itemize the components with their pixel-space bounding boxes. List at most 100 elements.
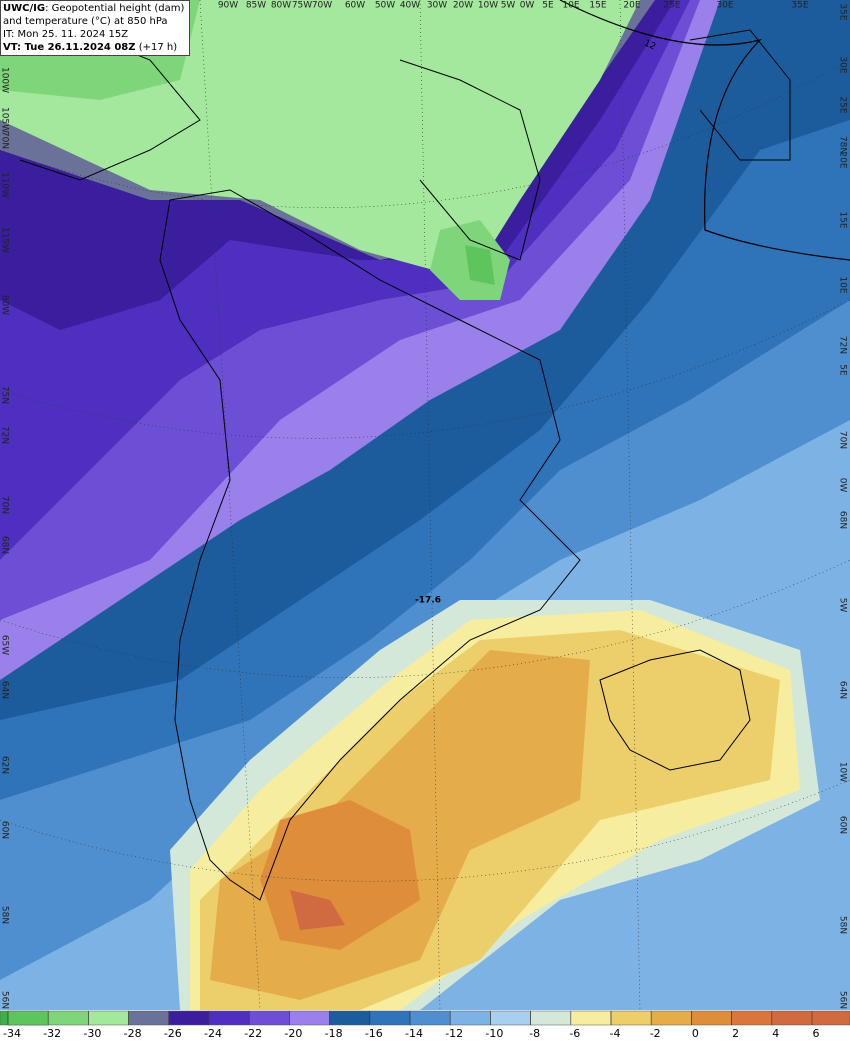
edge-label: 75N [0, 386, 10, 404]
longitude-label: 0W [520, 1, 535, 11]
edge-label: 30E [838, 56, 848, 73]
edge-label: 60N [838, 816, 848, 834]
edge-label: 68N [0, 536, 10, 554]
colorbar-tile [248, 1010, 290, 1026]
colorbar-tile [771, 1010, 850, 1026]
colorbar-label: -10 [485, 1027, 503, 1040]
longitude-label: 30W [427, 1, 447, 11]
edge-label: 5E [838, 364, 848, 376]
colorbar-tile [128, 1010, 170, 1026]
colorbar-tile [47, 1010, 89, 1026]
colorbar-label: -16 [365, 1027, 383, 1040]
colorbar-label: -28 [124, 1027, 142, 1040]
edge-label: 80W [0, 295, 10, 315]
edge-label: 20E [838, 151, 848, 168]
longitude-label: 60W [345, 1, 365, 11]
colorbar-label: -14 [405, 1027, 423, 1040]
temperature-fill [0, 0, 850, 1010]
longitude-label: 5W [501, 1, 516, 11]
contour-label: 12 [642, 39, 657, 53]
header-line: IT: Mon 25. 11. 2024 15Z [3, 29, 129, 40]
header-line: and temperature (°C) at 850 hPa [3, 16, 168, 27]
colorbar-tile [409, 1010, 451, 1026]
valid-time: VT: Tue 26.11.2024 08Z [3, 42, 136, 53]
longitude-label: 70W [312, 1, 332, 11]
edge-label: 68N [838, 511, 848, 529]
longitude-label: 80W [271, 1, 291, 11]
longitude-label: 20W [453, 1, 473, 11]
edge-label: 58N [0, 906, 10, 924]
colorbar-tile [530, 1010, 572, 1026]
longitude-label: 30E [716, 1, 733, 11]
edge-label: 115W [0, 227, 10, 253]
edge-label: 10W [838, 762, 848, 782]
edge-label: 10E [838, 276, 848, 293]
longitude-label: 90W [218, 1, 238, 11]
colorbar-tile [329, 1010, 371, 1026]
colorbar-label: -18 [325, 1027, 343, 1040]
header-line: VT: Tue 26.11.2024 08Z (+17 h) [3, 41, 187, 54]
edge-label: 64N [0, 681, 10, 699]
header-title-rest: : Geopotential height (dam) [45, 3, 185, 14]
colorbar-label: 2 [732, 1027, 739, 1040]
colorbar-label: -24 [204, 1027, 222, 1040]
longitude-label: 40W [400, 1, 420, 11]
edge-label: 78N [838, 136, 848, 154]
height-contour [559, 0, 850, 261]
colorbar-label: -2 [650, 1027, 661, 1040]
colorbar-label: 0 [692, 1027, 699, 1040]
edge-label: 25E [838, 96, 848, 113]
graticule [0, 0, 850, 1011]
colorbar-tile [490, 1010, 531, 1026]
edge-label: 5W [838, 598, 848, 613]
colorbar-tile [208, 1010, 250, 1026]
colorbar-tile [570, 1010, 612, 1026]
longitude-label: 35E [791, 1, 808, 11]
edge-label: 110W [0, 172, 10, 198]
edge-label: 100W [0, 67, 10, 93]
colorbar-tile [369, 1010, 411, 1026]
colorbar-label: -12 [445, 1027, 463, 1040]
edge-label: 58N [838, 916, 848, 934]
edge-label: 105W [0, 107, 10, 133]
colorbar-label: -8 [529, 1027, 540, 1040]
longitude-label: 10E [562, 1, 579, 11]
edge-label: 65W [0, 635, 10, 655]
header-title: UWC/IG [3, 3, 46, 14]
header-line: UWC/IG: Geopotential height (dam) [3, 2, 187, 15]
colorbar-tile [168, 1010, 210, 1026]
colorbar-tile [650, 1010, 692, 1026]
edge-label: 72N [838, 336, 848, 354]
edge-label: 64N [838, 681, 848, 699]
colorbar-tile [88, 1010, 129, 1026]
colorbar-tile [610, 1010, 652, 1026]
edge-label: 15E [838, 211, 848, 228]
colorbar-label: 4 [772, 1027, 779, 1040]
colorbar-label: -26 [164, 1027, 182, 1040]
colorbar-label: -6 [569, 1027, 580, 1040]
longitude-label: 50W [375, 1, 395, 11]
longitude-label: 85W [246, 1, 266, 11]
longitude-label: 75W [292, 1, 312, 11]
edge-label: 56N [0, 991, 10, 1009]
edge-label: 56N [838, 991, 848, 1009]
colorbar-label: -22 [244, 1027, 262, 1040]
edge-label: 35E [838, 3, 848, 20]
edge-label: 0W [838, 478, 848, 493]
longitude-label: 5E [542, 1, 554, 11]
colorbar-tile [7, 1010, 49, 1026]
header-box: UWC/IG: Geopotential height (dam) and te… [0, 0, 190, 56]
edge-label: 70N [0, 131, 10, 149]
edge-label: 70N [838, 431, 848, 449]
colorbar-tile [731, 1010, 773, 1026]
colorbar-label: -32 [43, 1027, 61, 1040]
colorbar-tile [449, 1010, 491, 1026]
longitude-label: 25E [663, 1, 680, 11]
longitude-label: 10W [478, 1, 498, 11]
edge-label: 72N [0, 426, 10, 444]
colorbar-label: 6 [813, 1027, 820, 1040]
extreme-label: -17.6 [415, 596, 441, 606]
edge-label: 62N [0, 756, 10, 774]
